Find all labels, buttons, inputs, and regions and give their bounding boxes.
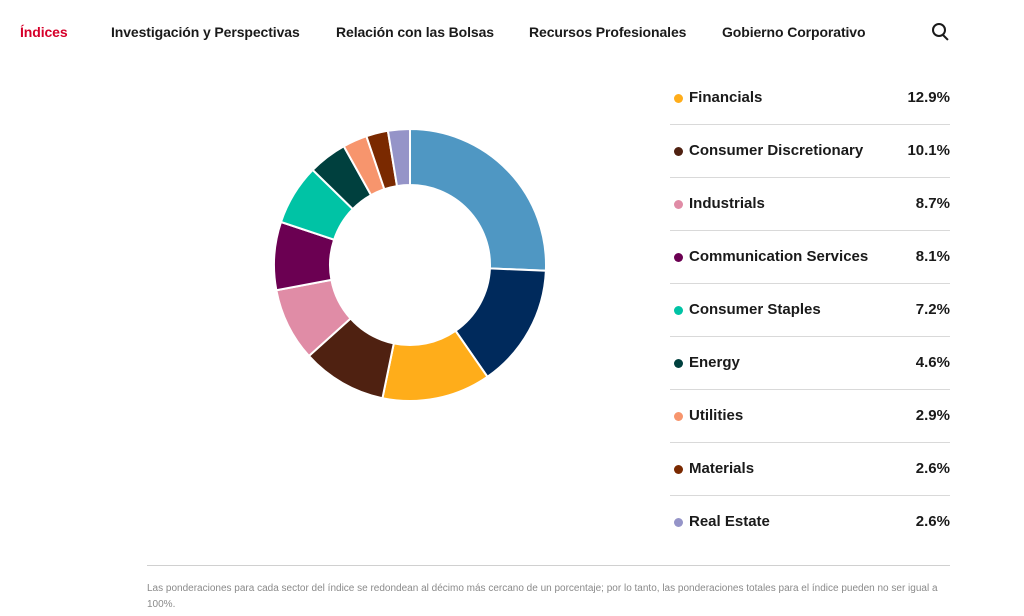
search-icon[interactable] [931, 22, 951, 42]
legend-row-industrials: Industrials 8.7% [670, 178, 950, 231]
legend-value: 8.1% [915, 248, 950, 265]
legend-row-utilities: Utilities 2.9% [670, 390, 950, 443]
legend-value: 2.6% [915, 460, 950, 477]
legend-value: 7.2% [915, 301, 950, 318]
legend-label: Industrials [689, 195, 765, 212]
legend-row-consumer-staples: Consumer Staples 7.2% [670, 284, 950, 337]
legend-label: Consumer Discretionary [689, 142, 864, 159]
legend-value: 2.6% [915, 513, 950, 530]
legend-dot [674, 518, 683, 527]
legend-dot [674, 465, 683, 474]
sector-donut-chart [273, 127, 547, 402]
legend-value: 12.9% [907, 89, 950, 106]
legend-value: 8.7% [915, 195, 950, 212]
legend-dot [674, 200, 683, 209]
nav-item-gobierno[interactable]: Gobierno Corporativo [722, 24, 866, 40]
legend-dot [674, 359, 683, 368]
top-nav: Índices Investigación y Perspectivas Rel… [0, 0, 1024, 66]
legend-row-real-estate: Real Estate 2.6% [670, 496, 950, 548]
legend-label: Real Estate [689, 513, 770, 530]
legend-row-energy: Energy 4.6% [670, 337, 950, 390]
footnote-divider [147, 565, 950, 566]
donut-slice-real-estate[interactable] [386, 127, 411, 188]
legend-label: Materials [689, 460, 755, 477]
legend-value: 2.9% [915, 407, 950, 424]
legend-value: 4.6% [915, 354, 950, 371]
nav-item-indices[interactable]: Índices [20, 24, 68, 40]
legend-dot [674, 306, 683, 315]
nav-item-relacion-bolsas[interactable]: Relación con las Bolsas [336, 24, 494, 40]
nav-item-investigacion[interactable]: Investigación y Perspectivas [111, 24, 300, 40]
legend-dot [674, 94, 683, 103]
legend-row-communication-services: Communication Services 8.1% [670, 231, 950, 284]
legend-label: Utilities [689, 407, 744, 424]
legend-label: Communication Services [689, 248, 869, 265]
sector-legend: Financials 12.9% Consumer Discretionary … [670, 72, 950, 548]
legend-label: Consumer Staples [689, 301, 821, 318]
footnote: Las ponderaciones para cada sector del í… [147, 583, 938, 610]
legend-row-consumer-discretionary: Consumer Discretionary 10.1% [670, 125, 950, 178]
legend-label: Energy [689, 354, 740, 371]
legend-label: Financials [689, 89, 763, 106]
legend-row-materials: Materials 2.6% [670, 443, 950, 496]
legend-dot [674, 412, 683, 421]
legend-dot [674, 147, 683, 156]
legend-dot [674, 253, 683, 262]
nav-item-recursos[interactable]: Recursos Profesionales [529, 24, 687, 40]
donut-slice-information-technology[interactable] [409, 127, 547, 272]
legend-value: 10.1% [907, 142, 950, 159]
legend-row-financials: Financials 12.9% [670, 72, 950, 125]
